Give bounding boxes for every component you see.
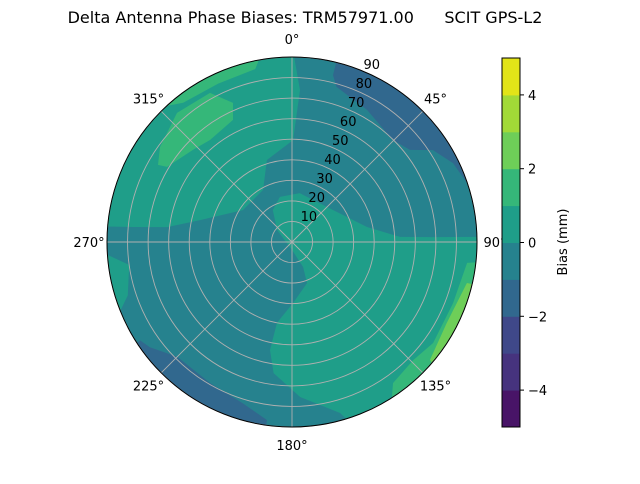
colorbar-band xyxy=(502,390,520,428)
angle-tick-label: 180° xyxy=(276,439,307,454)
radial-tick-label: 60 xyxy=(340,115,357,130)
contour-region-4 xyxy=(126,340,267,427)
polar-plot-area: 0° 45° 90° 135° 180° 225° 270° 315° 10 20 30 40 50 60… xyxy=(73,33,506,454)
radial-tick-label: 20 xyxy=(308,191,325,206)
colorbar-band xyxy=(502,205,520,243)
colorbar-tick-label: −4 xyxy=(528,384,547,399)
colorbar-band xyxy=(502,242,520,280)
colorbar-band xyxy=(502,168,520,207)
colorbar: −4 −2 0 2 4 xyxy=(501,57,547,428)
angle-tick-label: 0° xyxy=(285,33,300,48)
colorbar-band xyxy=(502,94,520,133)
angular-gridline xyxy=(291,241,424,374)
colorbar-tick-label: 4 xyxy=(528,89,536,104)
colorbar-band xyxy=(502,131,520,170)
contour-region-5 xyxy=(158,92,233,167)
colorbar-tick-label: −2 xyxy=(528,310,547,325)
radial-tick-label: 90 xyxy=(364,58,381,73)
radial-tick-label: 10 xyxy=(301,210,318,225)
radial-tick-label: 70 xyxy=(348,96,365,111)
polar-spine xyxy=(106,56,478,428)
angular-gridline xyxy=(291,110,424,243)
colorbar-tick-label: 0 xyxy=(528,237,536,252)
angle-tick-label: 90° xyxy=(483,236,506,251)
radial-tick-label: 30 xyxy=(316,172,333,187)
contour-region-3 xyxy=(333,57,477,184)
colorbar-band xyxy=(502,316,520,354)
angle-tick-label: 315° xyxy=(133,93,164,108)
angle-tick-label: 225° xyxy=(133,380,164,395)
angular-gridline xyxy=(160,241,293,374)
radial-tick-label: 80 xyxy=(356,77,373,92)
colorbar-band xyxy=(502,279,520,317)
chart-title: Delta Antenna Phase Biases: TRM57971.00 … xyxy=(68,8,543,27)
colorbar-tick-label: 2 xyxy=(528,163,536,178)
colorbar-band xyxy=(502,353,520,391)
angle-tick-label: 270° xyxy=(73,236,104,251)
colorbar-label: Bias (mm) xyxy=(556,209,571,276)
angular-gridline xyxy=(160,110,293,243)
colorbar-band xyxy=(502,58,520,96)
angle-tick-label: 45° xyxy=(424,93,447,108)
radial-tick-label: 50 xyxy=(332,134,349,149)
radial-tick-label: 40 xyxy=(324,153,341,168)
angle-tick-label: 135° xyxy=(420,380,451,395)
